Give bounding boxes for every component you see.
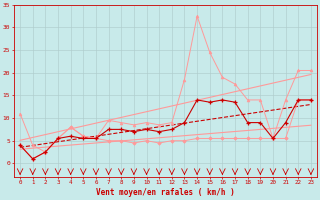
- X-axis label: Vent moyen/en rafales ( km/h ): Vent moyen/en rafales ( km/h ): [96, 188, 235, 197]
